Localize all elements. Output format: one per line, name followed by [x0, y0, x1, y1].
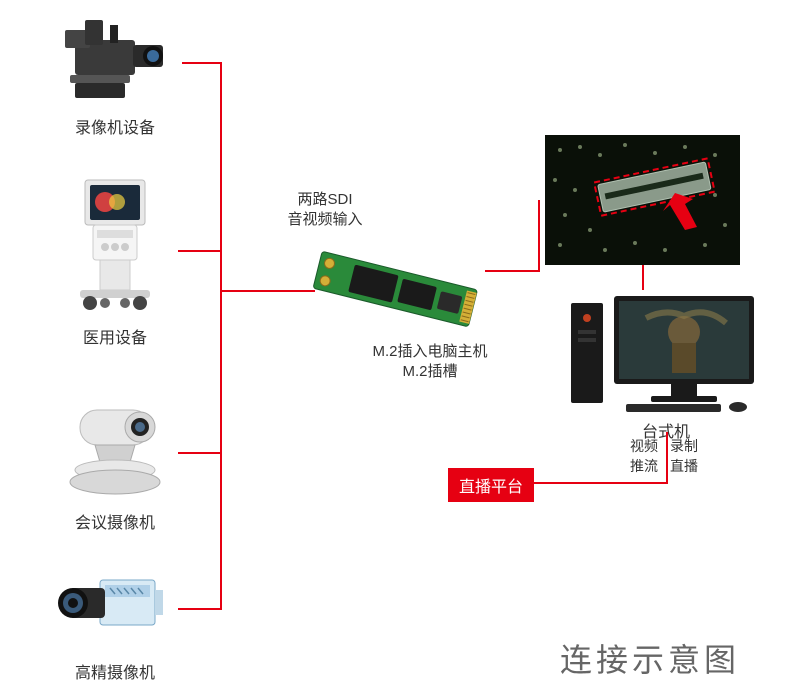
- traffic-l2: 推流: [630, 458, 658, 474]
- bus-stub-1: [182, 62, 220, 64]
- card-to-slot-h: [485, 270, 540, 272]
- bus-vertical: [220, 62, 222, 610]
- source-label: 会议摄像机: [45, 509, 185, 533]
- traffic-l1: 视频: [630, 438, 658, 454]
- m2-card-caption: M.2插入电脑主机 M.2插槽: [340, 342, 520, 381]
- bus-stub-3: [178, 452, 220, 454]
- platform-label: 直播平台: [459, 479, 523, 496]
- card-to-slot-v: [538, 200, 540, 272]
- traffic-labels: 视频 录制 推流 直播: [600, 436, 740, 476]
- traffic-r1: 录制: [670, 438, 698, 454]
- diagram-title: 连接示意图: [560, 635, 740, 681]
- traffic-r2: 直播: [670, 458, 698, 474]
- m2-capture-card: [300, 235, 490, 350]
- camcorder-icon: [55, 10, 175, 105]
- source-conference-cam: 会议摄像机: [45, 400, 185, 533]
- m2-caption-l2: M.2插槽: [340, 362, 520, 382]
- center-input-label: 两路SDI 音视频输入: [250, 190, 400, 229]
- source-label: 医用设备: [45, 324, 185, 348]
- traffic-to-platform-h: [532, 482, 668, 484]
- source-medical: 医用设备: [45, 175, 185, 348]
- medical-device-icon: [55, 175, 175, 315]
- slot-to-pc-v: [642, 265, 644, 290]
- bus-stub-4: [178, 608, 220, 610]
- motherboard-slot: [545, 135, 740, 270]
- source-camcorder: 录像机设备: [45, 10, 185, 138]
- m2-card-icon: [300, 235, 490, 345]
- desktop-pc-icon: [566, 288, 766, 413]
- sdi-label-l2: 音视频输入: [250, 210, 400, 230]
- desktop-pc: 台式机: [566, 288, 766, 442]
- m2-caption-l1: M.2插入电脑主机: [340, 342, 520, 362]
- m2-slot-photo-icon: [545, 135, 740, 265]
- source-label: 高精摄像机: [45, 659, 185, 683]
- live-platform-box: 直播平台: [448, 468, 534, 502]
- ptz-camera-icon: [55, 400, 175, 500]
- source-precision-cam: 高精摄像机: [45, 560, 185, 683]
- source-label: 录像机设备: [45, 114, 185, 138]
- bus-stub-2: [178, 250, 220, 252]
- industrial-camera-icon: [55, 560, 175, 650]
- sdi-label-l1: 两路SDI: [250, 190, 400, 210]
